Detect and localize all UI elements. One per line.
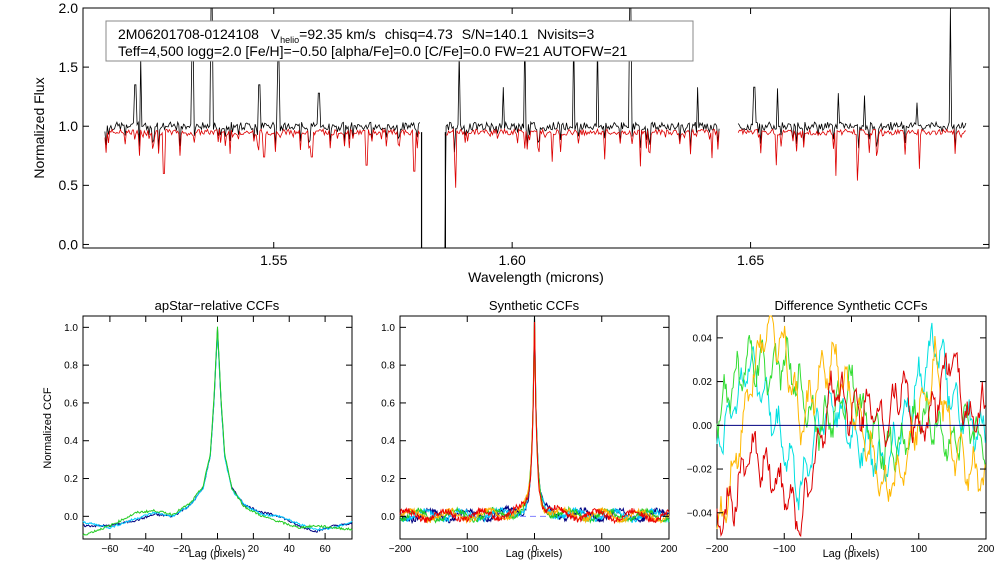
vhelio-subscript: helio xyxy=(280,35,299,45)
synthetic-ccf-xtick-label: 200 xyxy=(661,544,678,555)
observed-spectrum-chip-1 xyxy=(104,7,421,147)
synthetic-ccf-axis-ticks: −200 −100 0 100 200 0.0 0.2 0.4 0.6 0.8 1.0 xyxy=(381,316,678,555)
difference-ccf-title: Difference Synthetic CCFs xyxy=(775,298,928,313)
difference-ccf-xtick-label: 100 xyxy=(910,544,927,555)
model-fit-chip-2 xyxy=(444,127,720,188)
apstar-ccf-xtick-label: 60 xyxy=(320,544,332,555)
synthetic-ccf-ytick-label: 0.6 xyxy=(381,398,395,409)
apstar-ccf-xtick-label: 40 xyxy=(284,544,296,555)
info-line-2: Teff=4,500 logg=2.0 [Fe/H]=−0.50 [alpha/… xyxy=(118,43,627,59)
apstar-ccf-xtick-label: −20 xyxy=(173,544,190,555)
apstar-ccf-xlabel: Lag (pixels) xyxy=(189,548,246,560)
spectrum-xtick-label: 1.55 xyxy=(260,252,287,268)
apstar-ccf-line-2 xyxy=(82,331,353,531)
apstar-ccf-line-1 xyxy=(83,328,353,533)
apstar-ccf-xtick-label: 0 xyxy=(215,544,221,555)
info-box xyxy=(105,20,694,62)
nvisits-value: Nvisits=3 xyxy=(537,26,594,42)
spectrum-plot-frame xyxy=(82,7,990,249)
difference-ccf-panel: −200 −100 0 100 200 −0.04 −0.02 0.00 0.02 0.04 Di… xyxy=(687,298,995,560)
apstar-ccf-ytick-label: 0.4 xyxy=(64,436,78,447)
spectrum-xtick-label: 1.65 xyxy=(737,252,764,268)
apstar-ccf-xtick-label: 20 xyxy=(248,544,260,555)
spectrum-ytick-label: 0.0 xyxy=(59,236,79,252)
difference-ccf-plot-frame xyxy=(716,315,987,540)
apstar-ccf-plot-frame xyxy=(82,315,353,540)
synthetic-ccf-xtick-label: 100 xyxy=(593,544,610,555)
synthetic-ccf-ytick-label: 0.4 xyxy=(381,436,395,447)
spectrum-panel: 1.55 1.60 1.65 0.0 0.5 1.0 1.5 2.0 2M06201708-0… xyxy=(31,0,990,285)
synthetic-ccf-xlabel: Lag (pixels) xyxy=(506,548,563,560)
difference-ccf-line-4 xyxy=(716,351,986,538)
difference-ccf-ytick-label: −0.04 xyxy=(687,508,713,519)
difference-ccf-line-2 xyxy=(716,334,986,473)
difference-ccf-xlabel: Lag (pixels) xyxy=(823,548,880,560)
difference-ccf-series-group xyxy=(716,315,986,538)
vhelio-prefix: V xyxy=(271,26,281,42)
spectrum-series-group xyxy=(104,7,967,249)
difference-ccf-line-1 xyxy=(716,322,986,511)
apstar-ccf-ylabel: Normalized CCF xyxy=(42,387,54,469)
synthetic-ccf-line-5 xyxy=(399,317,670,525)
info-line-1: 2M06201708-0124108 Vhelio=92.35 km/s chi… xyxy=(118,26,595,45)
synthetic-ccf-series-group xyxy=(399,315,670,525)
apstar-ccf-title: apStar−relative CCFs xyxy=(155,298,280,313)
star-id: 2M06201708-0124108 xyxy=(118,26,259,42)
apstar-ccf-ytick-label: 0.6 xyxy=(64,398,78,409)
observed-spectrum-chip-2 xyxy=(444,7,720,249)
apstar-ccf-ytick-label: 0.0 xyxy=(64,512,78,523)
difference-ccf-xtick-label: −100 xyxy=(773,544,796,555)
apstar-ccf-ytick-label: 0.2 xyxy=(64,474,78,485)
synthetic-ccf-panel: −200 −100 0 100 200 0.0 0.2 0.4 0.6 0.8 1.0 Synthe… xyxy=(381,298,678,560)
spectrum-xtick-label: 1.60 xyxy=(499,252,526,268)
difference-ccf-xtick-label: 200 xyxy=(978,544,995,555)
snr-value: S/N=140.1 xyxy=(462,26,529,42)
apstar-ccf-xtick-label: −60 xyxy=(101,544,118,555)
apstar-ccf-panel: −60 −40 −20 0 20 40 60 0.0 0.2 0.4 0.6 0.8 1.0 apSta… xyxy=(42,298,353,560)
synthetic-ccf-xtick-label: −200 xyxy=(389,544,412,555)
synthetic-ccf-title: Synthetic CCFs xyxy=(489,298,580,313)
model-fit-chip-3 xyxy=(737,127,967,181)
apstar-ccf-ytick-label: 1.0 xyxy=(64,323,78,334)
spectrum-ylabel: Normalized Flux xyxy=(31,77,47,178)
difference-ccf-ytick-label: 0.04 xyxy=(693,333,713,344)
spectrum-ytick-label: 1.5 xyxy=(59,59,79,75)
vhelio-value: =92.35 km/s xyxy=(299,26,376,42)
synthetic-ccf-ytick-label: 0.8 xyxy=(381,361,395,372)
synthetic-ccf-xtick-label: 0 xyxy=(532,544,538,555)
difference-ccf-ytick-label: 0.02 xyxy=(693,377,713,388)
spectrum-ytick-label: 1.0 xyxy=(59,118,79,134)
apstar-ccf-axis-ticks: −60 −40 −20 0 20 40 60 0.0 0.2 0.4 0.6 0.8 1.0 xyxy=(64,316,352,555)
apstar-ccf-ytick-label: 0.8 xyxy=(64,361,78,372)
apstar-ccf-series-group xyxy=(82,326,353,536)
difference-ccf-axis-ticks: −200 −100 0 100 200 −0.04 −0.02 0.00 0.02 0.04 xyxy=(687,316,995,555)
chisq-value: chisq=4.73 xyxy=(385,26,453,42)
synthetic-ccf-ytick-label: 0.2 xyxy=(381,474,395,485)
difference-ccf-ytick-label: −0.02 xyxy=(687,465,713,476)
spectrum-ytick-label: 0.5 xyxy=(59,177,79,193)
difference-ccf-ytick-label: 0.00 xyxy=(693,421,713,432)
synthetic-ccf-ytick-label: 0.0 xyxy=(381,512,395,523)
synthetic-ccf-ytick-label: 1.0 xyxy=(381,323,395,334)
difference-ccf-xtick-label: −200 xyxy=(706,544,729,555)
difference-ccf-xtick-label: 0 xyxy=(849,544,855,555)
spectrum-ytick-label: 2.0 xyxy=(59,0,79,16)
difference-ccf-line-3 xyxy=(716,315,986,530)
model-fit-chip-1 xyxy=(104,127,421,174)
spectrum-xlabel: Wavelength (microns) xyxy=(468,269,604,285)
spectrum-axis-ticks: 1.55 1.60 1.65 0.0 0.5 1.0 1.5 2.0 xyxy=(59,0,989,268)
apstar-ccf-xtick-label: −40 xyxy=(137,544,154,555)
apstar-ccf-line-3 xyxy=(82,326,353,536)
synthetic-ccf-xtick-label: −100 xyxy=(456,544,479,555)
observed-spectrum-chip-3 xyxy=(737,7,967,149)
